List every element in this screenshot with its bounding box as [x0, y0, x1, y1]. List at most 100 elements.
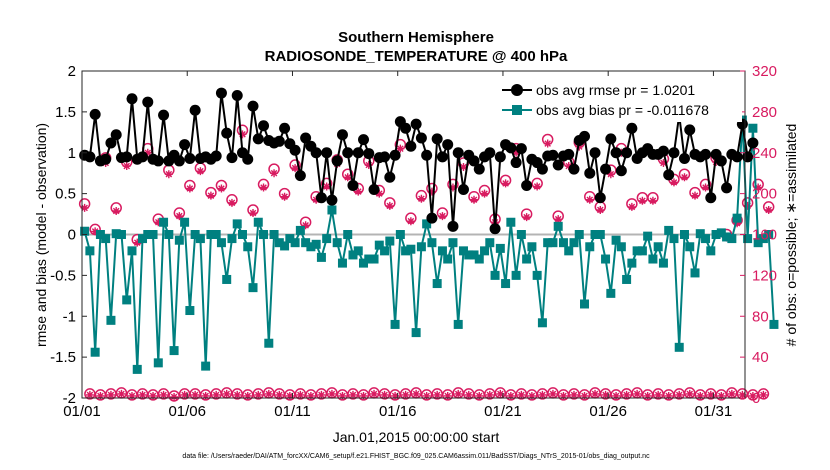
- rmse-point: [336, 129, 348, 141]
- rmse-point: [594, 192, 606, 204]
- obs-assimilated-point: [243, 391, 252, 400]
- rmse-point: [721, 182, 733, 194]
- rmse-point: [668, 147, 680, 159]
- y-right-tick-label: 80: [752, 308, 769, 325]
- bias-point: [585, 242, 595, 252]
- legend-rmse-label: obs avg rmse pr = 1.0201: [536, 82, 695, 98]
- bias-point: [337, 258, 347, 268]
- bias-point: [253, 217, 263, 227]
- rmse-point: [363, 148, 375, 160]
- obs-assimilated-point: [417, 194, 426, 203]
- rmse-point: [747, 137, 759, 149]
- rmse-point: [215, 87, 227, 99]
- obs-assimilated-point: [117, 389, 126, 398]
- rmse-point: [521, 179, 533, 191]
- obs-assimilated-point: [312, 195, 321, 204]
- obs-assimilated-point: [396, 144, 405, 153]
- rmse-point: [384, 171, 396, 183]
- rmse-point: [505, 142, 517, 154]
- bias-point: [80, 226, 90, 236]
- rmse-point: [221, 127, 233, 139]
- obs-assimilated-point: [443, 391, 452, 400]
- obs-assimilated-point: [317, 390, 326, 399]
- bias-point: [753, 238, 763, 248]
- rmse-point: [426, 212, 438, 224]
- rmse-point: [605, 133, 617, 145]
- bias-point: [232, 219, 242, 229]
- rmse-point: [405, 140, 417, 152]
- rmse-point: [484, 147, 496, 159]
- x-tick-label: 01/01: [63, 403, 101, 420]
- bias-point: [480, 246, 490, 256]
- bias-point: [474, 254, 484, 264]
- bias-point: [290, 238, 300, 248]
- bias-point: [237, 230, 247, 239]
- obs-assimilated-point: [733, 219, 742, 228]
- rmse-point: [579, 130, 591, 142]
- obs-assimilated-point: [380, 390, 389, 399]
- bias-point: [648, 254, 658, 264]
- obs-assimilated-point: [264, 389, 273, 398]
- obs-assimilated-point: [438, 212, 447, 221]
- y-right-tick-label: 320: [752, 63, 777, 80]
- bias-point: [385, 236, 395, 246]
- obs-assimilated-point: [322, 182, 331, 191]
- obs-assimilated-point: [91, 227, 100, 236]
- bias-point: [769, 319, 779, 329]
- obs-assimilated-point: [427, 187, 436, 196]
- obs-assimilated-point: [533, 182, 542, 191]
- rmse-point: [294, 170, 306, 182]
- obs-assimilated-point: [612, 391, 621, 400]
- bias-point: [85, 246, 95, 256]
- obs-assimilated-point: [191, 390, 200, 399]
- bias-point: [743, 234, 753, 244]
- bias-point: [306, 242, 316, 252]
- bias-point: [364, 254, 374, 264]
- obs-assimilated-point: [727, 389, 736, 398]
- y-tick-label: 1.5: [55, 104, 76, 121]
- bias-point: [553, 221, 563, 231]
- obs-assimilated-point: [85, 390, 94, 399]
- rmse-point: [621, 147, 633, 159]
- rmse-point: [452, 147, 464, 159]
- bias-point: [174, 235, 184, 245]
- rmse-point: [279, 122, 291, 134]
- bias-point: [632, 246, 642, 256]
- obs-assimilated-point: [701, 183, 710, 192]
- y-tick-label: -1: [63, 308, 76, 325]
- obs-assimilated-point: [406, 217, 415, 226]
- bias-point: [569, 238, 579, 248]
- bias-point: [259, 230, 269, 239]
- rmse-point: [431, 133, 443, 145]
- bias-point: [658, 258, 668, 268]
- rmse-point: [663, 169, 675, 181]
- bias-point: [616, 242, 626, 252]
- rmse-point: [657, 145, 669, 157]
- rmse-point: [84, 151, 96, 163]
- bias-point: [274, 238, 284, 248]
- bias-point: [369, 254, 379, 264]
- obs-assimilated-point: [164, 170, 173, 179]
- bias-point: [722, 232, 732, 242]
- rmse-point: [315, 192, 327, 204]
- obs-assimilated-point: [627, 202, 636, 211]
- x-axis-label: Jan.01,2015 00:00:00 start: [333, 429, 500, 445]
- bias-point: [458, 246, 468, 256]
- legend-bias-marker: [512, 105, 522, 115]
- obs-assimilated-point: [559, 391, 568, 400]
- obs-assimilated-point: [748, 391, 757, 400]
- rmse-point: [100, 153, 112, 165]
- y-axis-ticks: -2 -1.5 -1 -0.5 0 0.5 1 1.5 2: [50, 63, 87, 407]
- rmse-point: [368, 184, 380, 196]
- obs-assimilated-point: [738, 390, 747, 399]
- rmse-point: [489, 223, 501, 235]
- bias-point: [264, 338, 274, 348]
- y-axis-label: rmse and bias (model - observation): [33, 123, 49, 347]
- obs-assimilated-point: [470, 195, 479, 204]
- bias-point: [185, 306, 195, 316]
- obs-assimilated-point: [512, 148, 521, 157]
- obs-assimilated-point: [364, 161, 373, 170]
- obs-assimilated-point: [96, 391, 105, 400]
- obs-assimilated-point: [375, 189, 384, 198]
- obs-assimilated-point: [138, 390, 147, 399]
